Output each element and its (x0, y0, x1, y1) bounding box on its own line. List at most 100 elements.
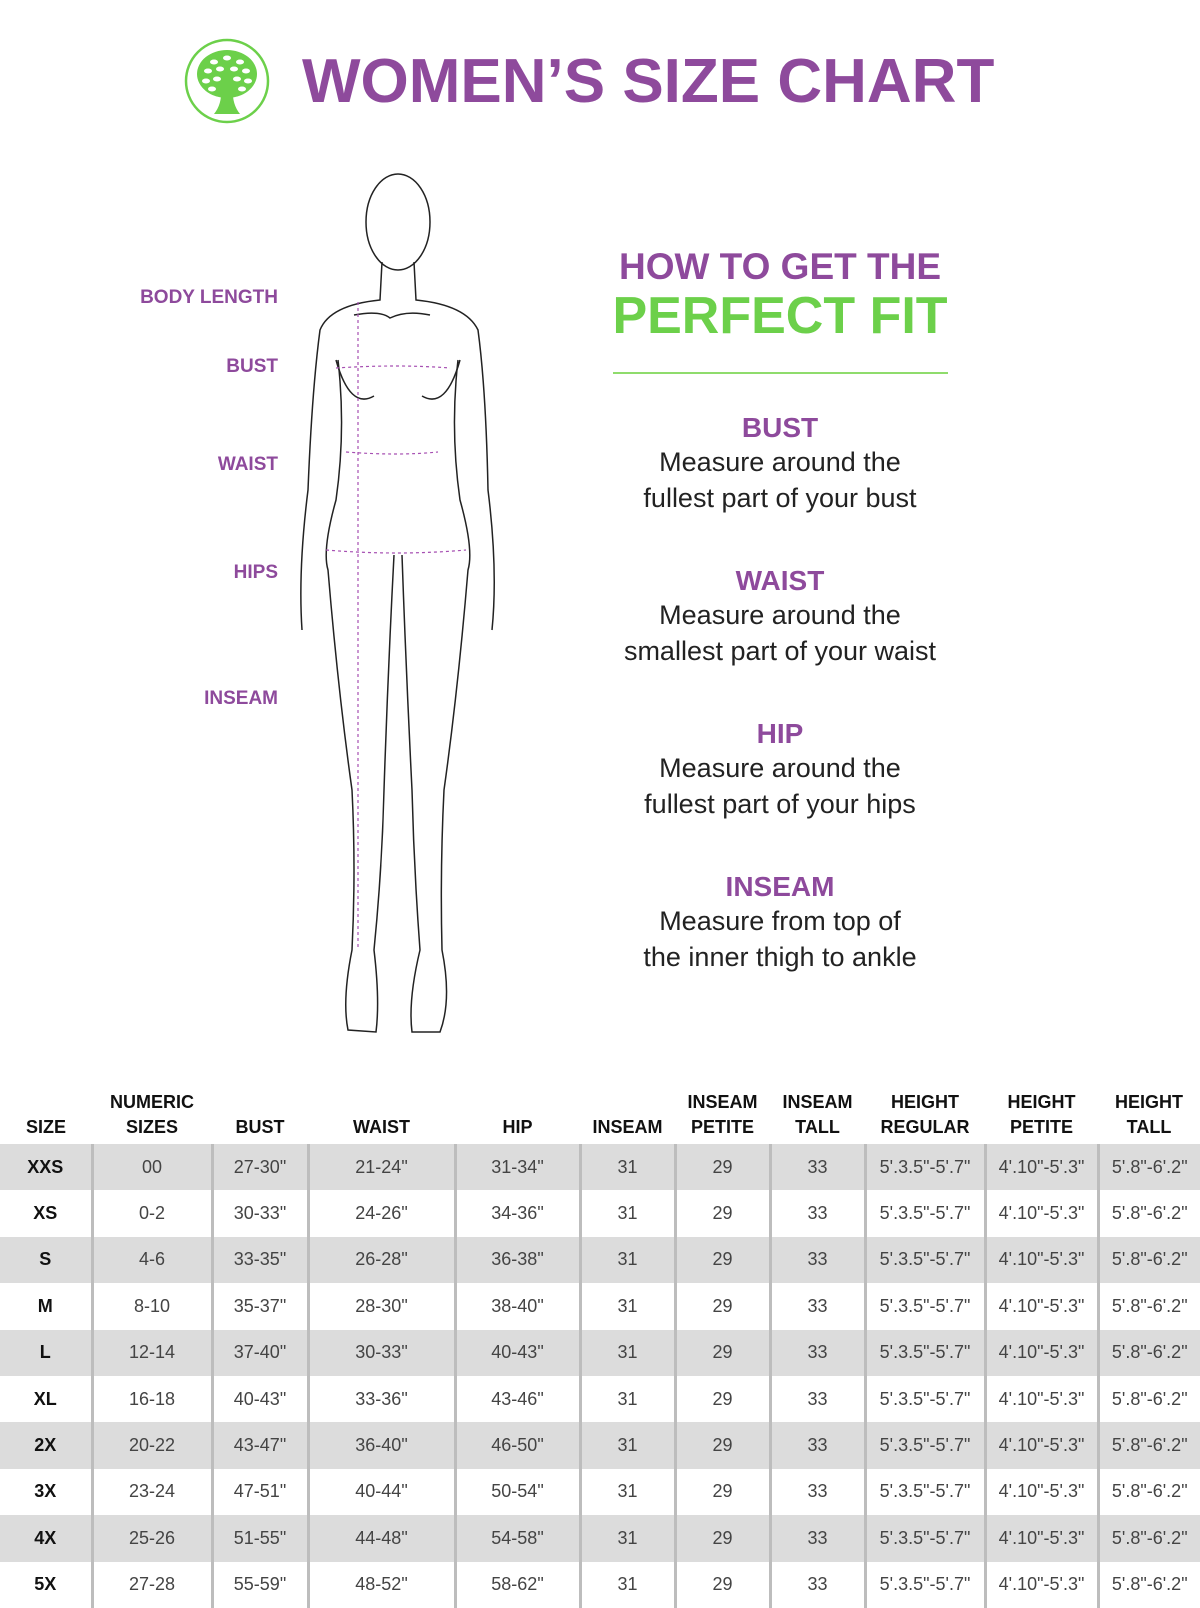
fit-item-desc: Measure from top of (659, 906, 901, 936)
table-cell: 00 (90, 1144, 212, 1191)
table-cell: 4'.10"-5'.3" (983, 1375, 1098, 1423)
table-cell: 30-33" (210, 1190, 308, 1237)
table-cell: 5'.8"-6'.2" (1096, 1468, 1200, 1516)
fit-item-desc: Measure around the (659, 447, 901, 477)
table-cell: 25-26 (90, 1515, 212, 1562)
table-row: L 12-14 37-40" 30-33" 40-43" 31 29 33 5'.3.5"-5'… (0, 1329, 1200, 1376)
table-cell: 43-47" (210, 1422, 308, 1469)
column-header: BUST (235, 1117, 285, 1137)
table-cell: 54-58" (453, 1515, 580, 1562)
fit-item-desc: smallest part of your waist (623, 636, 937, 666)
table-cell: 31-34" (453, 1144, 580, 1191)
table-cell: 5'.3.5"-5'.7" (863, 1422, 985, 1469)
table-cell: 27-28 (90, 1561, 212, 1608)
table-cell: 5'.8"-6'.2" (1096, 1561, 1200, 1608)
table-cell: 34-36" (453, 1190, 580, 1237)
fit-item-title: BUST (741, 412, 819, 443)
table-cell: 36-38" (453, 1236, 580, 1284)
table-cell: XXS (0, 1144, 92, 1191)
table-row: 4X 25-26 51-55" 44-48" 54-58" 31 29 33 5'.3.5"-5… (0, 1515, 1200, 1562)
table-cell: 29 (673, 1468, 770, 1516)
table-cell: 33-36" (306, 1375, 455, 1423)
table-cell: 28-30" (306, 1283, 455, 1330)
table-cell: 4'.10"-5'.3" (983, 1515, 1098, 1562)
table-body: XXS 00 27-30" 21-24" 31-34" 31 29 33 5'.3.5"-5'.… (0, 1144, 1200, 1608)
table-cell: 5'.8"-6'.2" (1096, 1422, 1200, 1469)
table-header-row: SIZE NUMERIC SIZES BUST WAIST HIP INSEAM INSEA… (0, 1068, 1200, 1144)
table-cell: 29 (673, 1515, 770, 1562)
table-cell: 29 (673, 1422, 770, 1469)
table-cell: 8-10 (90, 1283, 212, 1330)
table-row: XL 16-18 40-43" 33-36" 43-46" 31 29 33 5'.3.5"-5… (0, 1375, 1200, 1423)
table-cell: 29 (673, 1329, 770, 1376)
table-cell: 29 (673, 1375, 770, 1423)
table-row: 5X 27-28 55-59" 48-52" 58-62" 31 29 33 5'.3.5"-5… (0, 1561, 1200, 1608)
table-cell: 33 (768, 1561, 865, 1608)
table-cell: 33 (768, 1190, 865, 1237)
fit-item-desc: the inner thigh to ankle (643, 942, 917, 972)
table-cell: 5X (34, 1574, 57, 1595)
table-cell: 5'.8"-6'.2" (1096, 1283, 1200, 1330)
table-cell: 38-40" (453, 1283, 580, 1330)
table-cell: 4-6 (90, 1236, 212, 1284)
fit-item-desc: Measure around the (659, 600, 901, 630)
table-cell: 33 (768, 1283, 865, 1330)
column-header: NUMERIC SIZES (110, 1092, 194, 1137)
label-waist: WAIST (217, 454, 278, 475)
table-cell: 5'.3.5"-5'.7" (863, 1375, 985, 1423)
table-cell: 46-50" (453, 1422, 580, 1469)
table-row: 3X 23-24 47-51" 40-44" 50-54" 31 29 33 5'.3.5"-5… (0, 1468, 1200, 1516)
table-cell: L (0, 1329, 92, 1376)
fit-item-title: WAIST (735, 565, 825, 596)
column-header: HEIGHT REGULAR (880, 1092, 970, 1137)
table-cell: 23-24 (90, 1468, 212, 1516)
table-cell: 5'.8"-6'.2" (1096, 1329, 1200, 1376)
column-header: INSEAM (592, 1117, 663, 1137)
table-cell: 5'.8"-6'.2" (1096, 1236, 1200, 1284)
table-row: XS 0-2 30-33" 24-26" 34-36" 31 29 33 5'.3.5"-5'.… (0, 1190, 1200, 1237)
table-cell: 5'.3.5"-5'.7" (863, 1236, 985, 1284)
table-cell: 5'.8"-6'.2" (1096, 1515, 1200, 1562)
table-row: 2X 20-22 43-47" 36-40" 46-50" 31 29 33 5'.3.5"-5… (0, 1422, 1200, 1469)
table-cell: 47-51" (210, 1468, 308, 1516)
table-cell: 31 (578, 1144, 675, 1191)
table-cell: 4'.10"-5'.3" (983, 1190, 1098, 1237)
table-cell: 4'.10"-5'.3" (983, 1236, 1098, 1284)
table-cell: 33 (768, 1515, 865, 1562)
table-cell: 31 (578, 1190, 675, 1237)
column-header: HEIGHT TALL (1114, 1092, 1183, 1137)
table-cell: 5'.8"-6'.2" (1096, 1190, 1200, 1237)
table-cell: 29 (673, 1190, 770, 1237)
table-row: XXS 00 27-30" 21-24" 31-34" 31 29 33 5'.3.5"-5'.… (0, 1144, 1200, 1191)
table-cell: 5'.8"-6'.2" (1096, 1144, 1200, 1191)
fit-item-title: HIP (756, 718, 804, 749)
table-cell: 2X (0, 1422, 92, 1469)
table-cell: 31 (578, 1329, 675, 1376)
column-header: HEIGHT PETITE (1007, 1092, 1076, 1137)
table-cell: 4'.10"-5'.3" (983, 1468, 1098, 1516)
table-cell: M (37, 1295, 53, 1316)
table-cell: 5'.3.5"-5'.7" (863, 1190, 985, 1237)
table-cell: 33 (768, 1422, 865, 1469)
table-cell: 37-40" (210, 1329, 308, 1376)
table-cell: 4'.10"-5'.3" (983, 1283, 1098, 1330)
table-cell: 5'.3.5"-5'.7" (863, 1468, 985, 1516)
table-row: S 4-6 33-35" 26-28" 36-38" 31 29 33 5'.3.5"-5'.7… (0, 1236, 1200, 1284)
column-header: INSEAM PETITE (687, 1092, 758, 1137)
table-cell: 27-30" (210, 1144, 308, 1191)
table-cell: XS (33, 1203, 58, 1224)
fit-item-inseam: INSEAM Measure from top of the inner thi… (590, 871, 970, 975)
table-cell: 36-40" (306, 1422, 455, 1469)
table-cell: 44-48" (306, 1515, 455, 1562)
body-figure-illustration (300, 173, 495, 1033)
table-cell: 31 (578, 1283, 675, 1330)
table-cell: 5'.3.5"-5'.7" (863, 1515, 985, 1562)
fit-heading-line1: HOW TO GET THE (618, 246, 942, 287)
table-cell: 58-62" (453, 1561, 580, 1608)
fit-item-hip: HIP Measure around the fullest part of y… (590, 718, 970, 822)
table-cell: 26-28" (306, 1236, 455, 1284)
label-inseam: INSEAM (204, 688, 278, 709)
label-bust: BUST (226, 356, 278, 377)
table-cell: 33 (768, 1329, 865, 1376)
table-cell: 12-14 (90, 1329, 212, 1376)
